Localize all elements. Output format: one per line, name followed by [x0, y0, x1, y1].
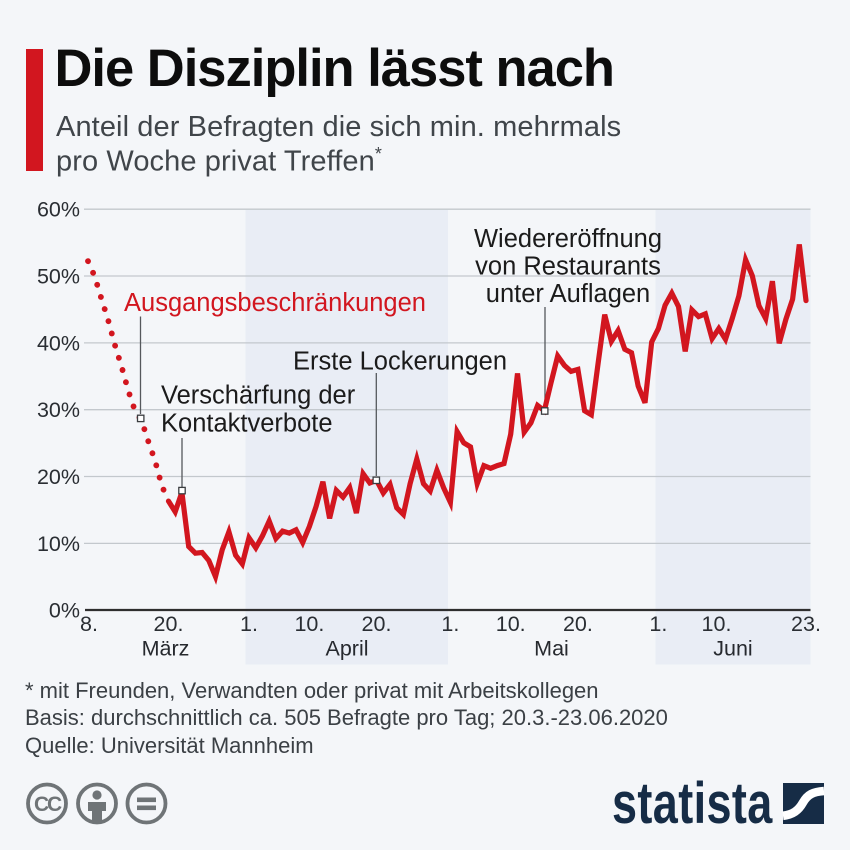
svg-text:von Restaurants: von Restaurants — [475, 253, 661, 281]
svg-text:Mai: Mai — [534, 637, 569, 661]
svg-text:50%: 50% — [37, 265, 80, 289]
svg-text:Kontaktverbote: Kontaktverbote — [161, 409, 333, 437]
svg-text:statista: statista — [612, 771, 773, 833]
svg-text:unter Auflagen: unter Auflagen — [486, 280, 650, 308]
svg-text:Wiedereröffnung: Wiedereröffnung — [474, 225, 662, 253]
svg-text:März: März — [142, 637, 190, 661]
svg-text:10%: 10% — [37, 532, 80, 556]
svg-text:20.: 20. — [563, 612, 593, 636]
svg-text:Erste Lockerungen: Erste Lockerungen — [293, 347, 507, 375]
svg-text:CC: CC — [34, 793, 62, 816]
svg-text:1.: 1. — [649, 612, 667, 636]
svg-text:Verschärfung der: Verschärfung der — [161, 382, 356, 410]
svg-text:8.: 8. — [80, 612, 98, 636]
svg-text:Ausgangsbeschränkungen: Ausgangsbeschränkungen — [124, 289, 426, 317]
svg-text:Juni: Juni — [713, 637, 752, 661]
svg-text:10.: 10. — [294, 612, 324, 636]
svg-text:10.: 10. — [496, 612, 526, 636]
svg-text:0%: 0% — [49, 599, 80, 623]
svg-text:10.: 10. — [702, 612, 732, 636]
svg-text:20.: 20. — [362, 612, 392, 636]
svg-text:40%: 40% — [37, 331, 80, 355]
svg-text:23.: 23. — [791, 612, 821, 636]
svg-text:20.: 20. — [154, 612, 184, 636]
svg-text:1.: 1. — [240, 612, 258, 636]
svg-text:1.: 1. — [441, 612, 459, 636]
svg-text:April: April — [325, 637, 368, 661]
svg-text:20%: 20% — [37, 465, 80, 489]
svg-text:30%: 30% — [37, 398, 80, 422]
svg-text:60%: 60% — [37, 198, 80, 222]
